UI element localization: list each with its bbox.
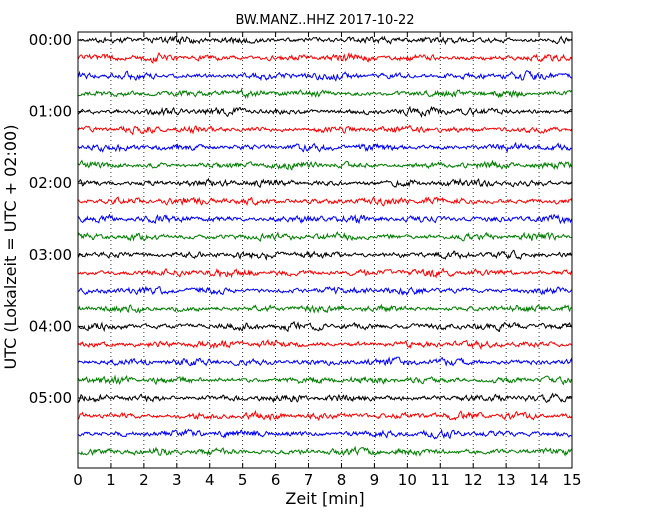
y-tick-label: 05:00 [29,389,72,407]
trace-02-45 [77,231,573,243]
trace-03-15 [77,267,573,279]
x-tick-label: 10 [398,471,417,489]
trace-01-15 [77,124,573,136]
x-tick-label: 0 [73,471,83,489]
trace-03-45 [77,303,573,314]
x-tick-label: 14 [530,471,549,489]
grid-layer [110,32,540,468]
x-tick-label: 12 [464,471,483,489]
x-tick-label: 4 [205,471,215,489]
trace-04-15 [77,338,573,351]
axis-layer: 0 1 2 3 4 5 6 7 8 9 10 11 12 13 14 1500:0001:0002:0003:… [29,31,582,489]
x-tick-label: 8 [337,471,347,489]
x-axis-label: Zeit [min] [285,489,364,508]
trace-02-00 [78,177,573,188]
x-tick-label: 3 [172,471,182,489]
x-tick-label: 11 [431,471,450,489]
y-axis-label: UTC (Lokalzeit = UTC + 02:00) [1,125,20,370]
x-tick-label: 2 [139,471,149,489]
x-tick-label: 13 [497,471,516,489]
x-tick-label: 1 [106,471,116,489]
trace-01-30 [77,141,573,153]
trace-01-00 [77,105,573,118]
trace-00-45 [77,87,573,99]
trace-02-15 [77,196,573,207]
y-tick-label: 04:00 [29,317,72,335]
trace-04-30 [77,356,573,367]
trace-04-45 [77,374,573,386]
y-tick-label: 02:00 [29,174,72,192]
trace-00-30 [77,70,573,82]
x-tick-label: 15 [562,471,581,489]
x-tick-label: 7 [304,471,314,489]
trace-layer [77,35,573,457]
trace-03-30 [77,285,573,296]
trace-02-30 [77,213,573,225]
trace-01-45 [77,159,573,171]
y-tick-label: 03:00 [29,246,72,264]
x-tick-label: 6 [271,471,281,489]
trace-04-00 [77,321,573,333]
x-tick-label: 5 [238,471,248,489]
chart-title: BW.MANZ..HHZ 2017-10-22 [235,13,414,28]
trace-03-00 [77,249,573,261]
trace-05-45 [77,445,573,457]
y-tick-label: 00:00 [29,31,72,49]
x-tick-label: 9 [370,471,380,489]
y-tick-label: 01:00 [29,103,72,121]
trace-05-00 [77,392,573,404]
trace-05-15 [77,409,573,422]
trace-00-15 [77,51,573,64]
trace-05-30 [77,428,573,440]
trace-00-00 [77,35,573,46]
plot-frame [77,31,573,469]
